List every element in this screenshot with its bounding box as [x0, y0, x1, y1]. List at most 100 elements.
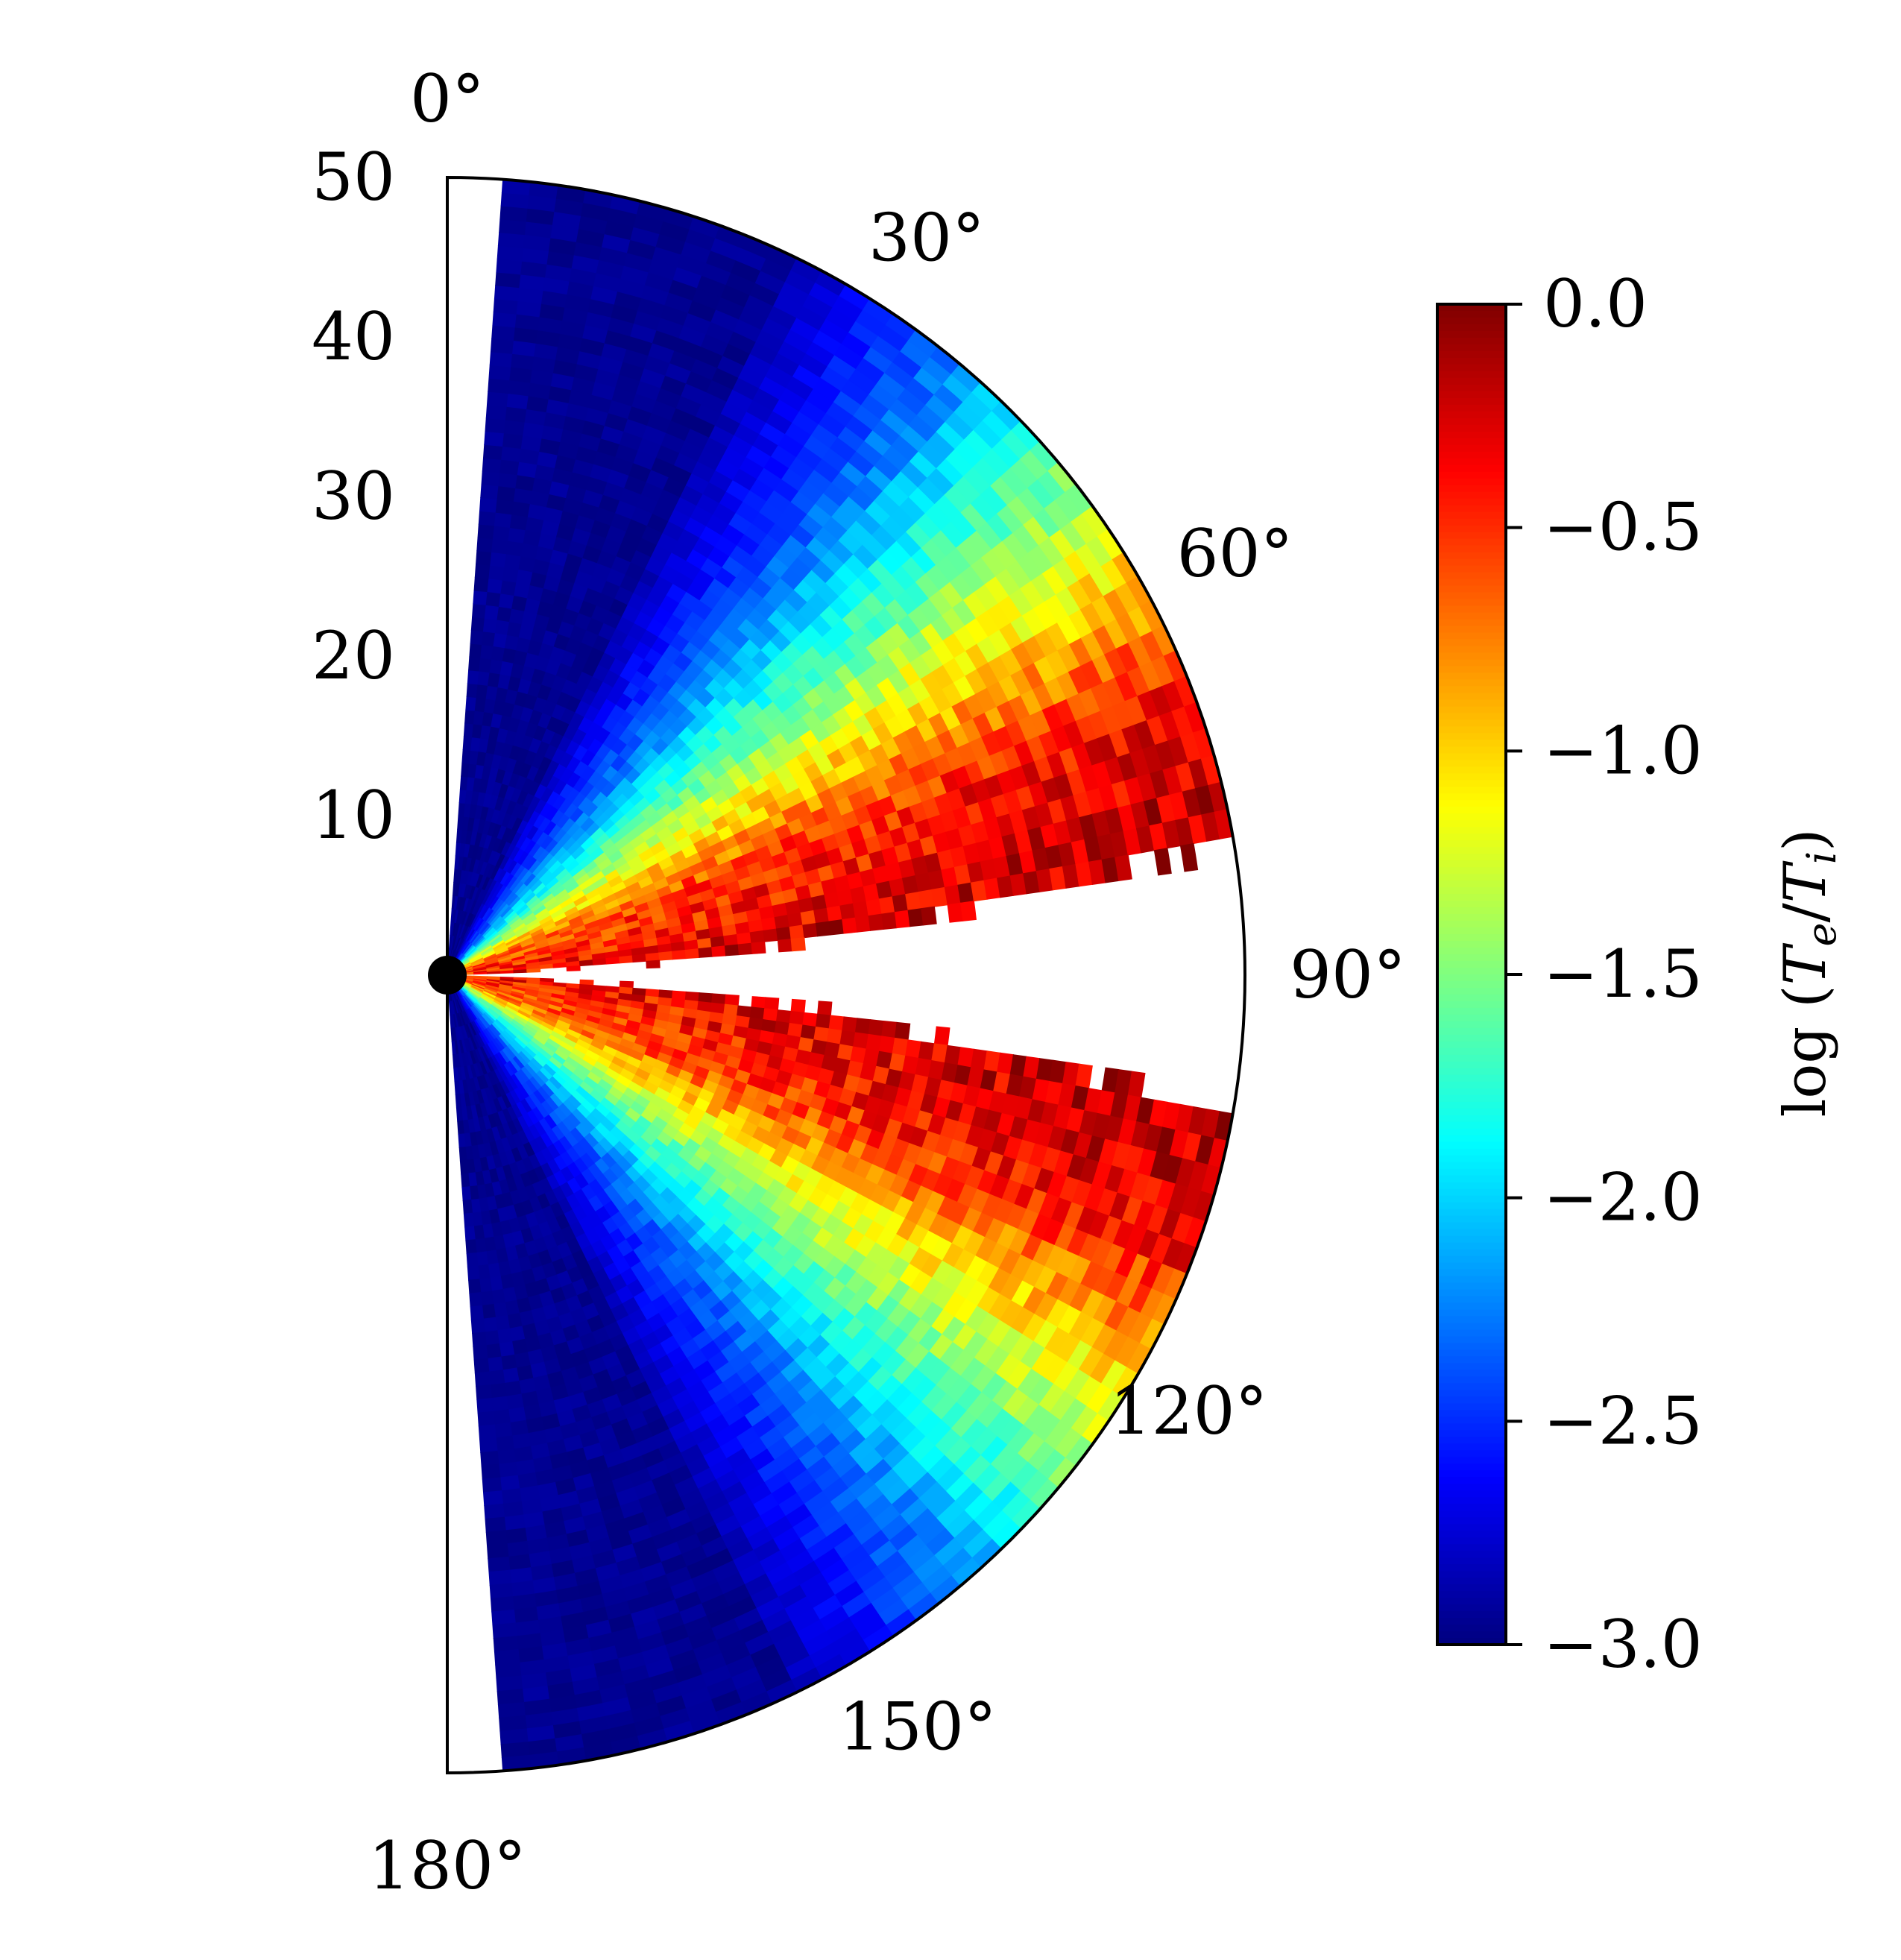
radial-tick-label: 10	[312, 777, 395, 854]
colorbar-step	[1437, 1162, 1506, 1170]
angular-tick-label: 120°	[1110, 1373, 1268, 1449]
heatmap-cell	[470, 1318, 485, 1334]
colorbar-step	[1437, 901, 1506, 909]
heatmap-cell	[489, 1583, 514, 1599]
heatmap-cell	[493, 1636, 519, 1652]
heatmap-cell	[482, 1490, 504, 1507]
colorbar-step	[1437, 350, 1506, 359]
heatmap-cell	[479, 497, 498, 513]
heatmap-cell	[474, 1238, 487, 1253]
colorbar-step	[1437, 464, 1506, 473]
colorbar-step	[1437, 672, 1506, 681]
heatmap-cell	[503, 419, 526, 436]
heatmap-cell	[842, 917, 858, 934]
colorbar-step	[1437, 525, 1506, 533]
heatmap-cell	[502, 566, 520, 583]
heatmap-cell	[496, 258, 523, 275]
heatmap-cell	[480, 484, 499, 500]
heatmap-cell	[501, 446, 522, 462]
heatmap-cell	[496, 1449, 517, 1465]
heatmap-cell	[481, 1463, 501, 1480]
heatmap-cell	[504, 1380, 522, 1397]
colorbar-step	[1437, 974, 1506, 982]
heatmap-cell	[492, 525, 511, 541]
radial-tick-label: 30	[312, 458, 395, 535]
colorbar-step	[1437, 1356, 1506, 1364]
colorbar-step	[1437, 538, 1506, 546]
colorbar-step	[1437, 1054, 1506, 1062]
heatmap-cell	[477, 1411, 495, 1427]
heatmap-cell	[479, 1437, 498, 1453]
heatmap-cell	[499, 1715, 527, 1732]
colorbar-step	[1437, 1323, 1506, 1331]
heatmap-cell	[777, 938, 793, 953]
colorbar-step	[1437, 330, 1506, 338]
heatmap-cell	[455, 1094, 462, 1109]
heatmap-cell	[474, 563, 491, 579]
heatmap-cell	[467, 669, 480, 685]
colorbar-step	[1437, 1370, 1506, 1378]
colorbar-step	[1437, 384, 1506, 392]
heatmap-cell	[492, 1622, 517, 1639]
colorbar-step	[1437, 532, 1506, 540]
heatmap-cell	[461, 1173, 470, 1188]
heatmap-cell	[482, 444, 504, 460]
heatmap-cell	[464, 1226, 476, 1241]
colorbar-step	[1437, 310, 1506, 318]
heatmap-cell	[484, 1330, 500, 1346]
colorbar-step	[1437, 1282, 1506, 1291]
heatmap-cell	[463, 1212, 474, 1228]
heatmap-cell	[619, 955, 634, 964]
colorbar-step	[1437, 773, 1506, 781]
heatmap-cell	[485, 1516, 506, 1533]
heatmap-cell	[710, 936, 725, 948]
angular-tick-label: 60°	[1177, 515, 1293, 592]
heatmap-cell	[500, 1742, 530, 1759]
heatmap-cell	[800, 910, 817, 926]
colorbar-step	[1437, 1195, 1506, 1203]
heatmap-cell	[789, 1010, 805, 1026]
heatmap-cell	[485, 1343, 502, 1359]
heatmap-cell	[476, 1397, 494, 1414]
colorbar-step	[1437, 1128, 1506, 1136]
colorbar-step	[1437, 948, 1506, 956]
heatmap-cell	[494, 1422, 513, 1439]
heatmap-cell	[499, 970, 514, 974]
colorbar-step	[1437, 1396, 1506, 1405]
colorbar-step	[1437, 1255, 1506, 1264]
heatmap-cell	[472, 1332, 487, 1347]
heatmap-cell	[481, 470, 501, 487]
colorbar-step	[1437, 1302, 1506, 1311]
heatmap-cell	[478, 510, 496, 526]
colorbar-step	[1437, 1068, 1506, 1076]
colorbar-step	[1437, 438, 1506, 446]
angular-tick-label: 180°	[368, 1827, 526, 1904]
heatmap-cell	[488, 1569, 512, 1586]
colorbar-step	[1437, 860, 1506, 869]
heatmap-cell	[495, 1435, 514, 1452]
heatmap-cell	[488, 1370, 505, 1386]
colorbar: 0.0−0.5−1.0−1.5−2.0−2.5−3.0 log (Te/Ti)	[1436, 265, 1845, 1683]
heatmap-cell	[473, 1224, 485, 1241]
colorbar-step	[1437, 1101, 1506, 1109]
colorbar-step	[1437, 646, 1506, 654]
colorbar-step	[1437, 1182, 1506, 1190]
heatmap-cell	[458, 1147, 467, 1162]
heatmap-cell	[498, 1341, 515, 1358]
heatmap-cell	[491, 1288, 505, 1305]
heatmap-cell	[698, 947, 713, 958]
heatmap-cell	[494, 1315, 511, 1332]
colorbar-step	[1437, 686, 1506, 694]
heatmap-cell	[802, 1012, 819, 1028]
heatmap-cell	[868, 913, 884, 931]
colorbar-step	[1437, 666, 1506, 674]
heatmap-cell	[907, 908, 924, 927]
colorbar-step	[1437, 834, 1506, 842]
colorbar-step	[1437, 585, 1506, 593]
colorbar-step	[1437, 941, 1506, 949]
heatmap-cell	[502, 1367, 520, 1384]
heatmap-cell	[852, 901, 869, 918]
heatmap-cell	[480, 644, 494, 660]
heatmap-cell	[457, 1120, 464, 1135]
colorbar-step	[1437, 713, 1506, 721]
